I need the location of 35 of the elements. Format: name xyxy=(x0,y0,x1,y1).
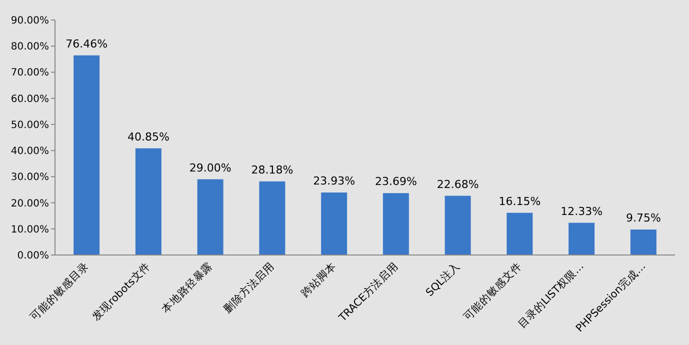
y-tick-label: 0.00% xyxy=(17,250,49,262)
y-tick-label: 70.00% xyxy=(10,68,49,79)
bar xyxy=(444,196,471,255)
y-tick-label: 20.00% xyxy=(10,198,49,210)
data-label: 16.15% xyxy=(498,194,541,208)
x-tick-label: 本地路径暴露 xyxy=(159,260,216,316)
bar xyxy=(135,148,162,255)
data-label: 23.93% xyxy=(313,174,356,188)
x-tick-label: SQL注入 xyxy=(423,260,463,299)
y-tick-label: 80.00% xyxy=(10,42,49,53)
x-tick-label: 删除方法启用 xyxy=(221,260,277,316)
bar xyxy=(630,230,656,255)
bar xyxy=(568,222,595,255)
y-tick-label: 90.00% xyxy=(10,16,49,26)
bar xyxy=(382,193,409,255)
data-label: 28.18% xyxy=(251,163,294,176)
bar xyxy=(259,181,286,255)
y-tick-label: 30.00% xyxy=(10,172,49,184)
data-label: 40.85% xyxy=(127,130,170,144)
data-label: 22.68% xyxy=(436,178,479,191)
data-label: 12.33% xyxy=(560,204,603,218)
data-label: 23.69% xyxy=(374,175,417,188)
data-label: 76.46% xyxy=(66,37,108,50)
bar xyxy=(74,55,100,255)
data-label: 9.75% xyxy=(626,212,661,225)
x-tick-label: 跨站脚本 xyxy=(298,260,339,300)
bar xyxy=(506,212,533,255)
data-label: 29.00% xyxy=(189,161,232,174)
y-tick-label: 50.00% xyxy=(10,120,49,131)
x-tick-label: 可能的敏感目录 xyxy=(28,260,92,324)
y-tick-label: 40.00% xyxy=(10,146,49,158)
bar xyxy=(321,192,348,255)
bar xyxy=(197,179,224,255)
y-tick-label: 10.00% xyxy=(10,224,49,236)
y-tick-label: 60.00% xyxy=(10,94,49,105)
